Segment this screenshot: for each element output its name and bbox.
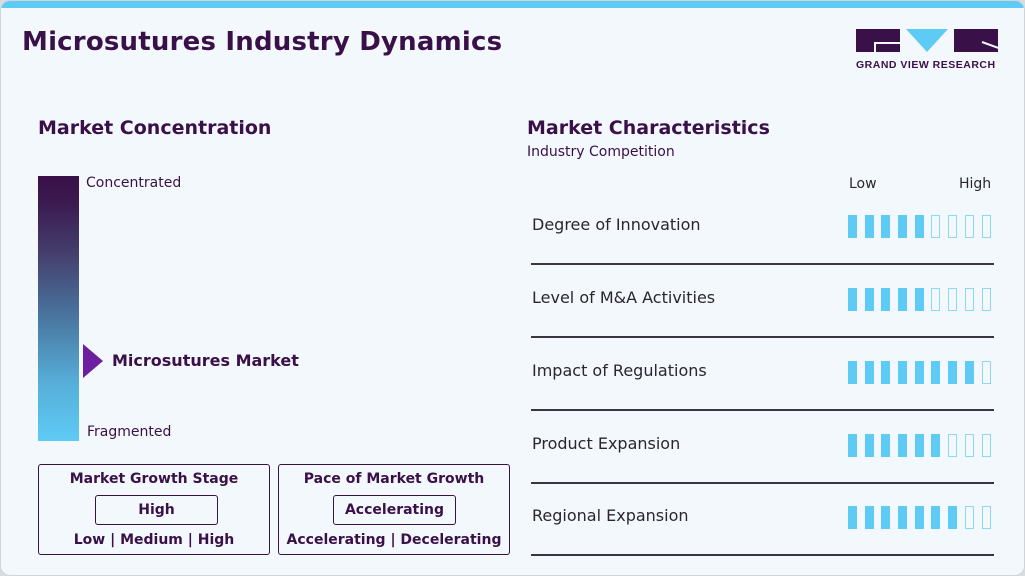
rating-segment-filled-icon [848,288,857,311]
logo-text: GRAND VIEW RESEARCH [856,59,996,71]
growth-stage-scale: Low | Medium | High [73,532,235,548]
rating-segment-empty-icon [981,215,991,238]
characteristic-rating-meter [848,506,991,529]
rating-segment-filled-icon [881,361,891,384]
industry-competition-subtitle: Industry Competition [527,144,675,160]
rating-segment-empty-icon [964,434,974,457]
characteristic-row: Impact of Regulations [531,361,994,434]
rating-segment-filled-icon [881,215,891,238]
row-divider [531,482,994,484]
characteristic-row: Regional Expansion [531,506,994,575]
rating-segment-filled-icon [931,434,941,457]
logo-r-mark-icon [954,29,998,52]
scale-low-label: Low [849,176,877,192]
rating-segment-filled-icon [948,506,958,529]
characteristic-rating-meter [848,288,991,311]
rating-segment-filled-icon [848,434,857,457]
pace-of-market-growth-box: Pace of Market Growth Accelerating Accel… [278,464,510,555]
growth-pace-scale: Accelerating | Decelerating [286,532,502,548]
characteristic-rating-meter [848,361,991,384]
rating-segment-filled-icon [864,288,874,311]
characteristic-label: Product Expansion [532,434,681,453]
rating-segment-empty-icon [964,506,974,529]
characteristic-label: Regional Expansion [532,506,689,525]
rating-segment-filled-icon [864,361,874,384]
growth-stage-title: Market Growth Stage [69,471,239,487]
characteristic-label: Degree of Innovation [532,215,701,234]
logo-icon [856,29,998,52]
rating-segment-filled-icon [914,434,924,457]
logo-v-mark-icon [906,29,948,52]
page-title: Microsutures Industry Dynamics [22,27,503,57]
rating-segment-filled-icon [881,434,891,457]
rating-segment-empty-icon [964,288,974,311]
rating-segment-filled-icon [914,361,924,384]
characteristic-label: Impact of Regulations [532,361,707,380]
rating-segment-empty-icon [948,434,958,457]
characteristic-rating-meter [848,215,991,238]
rating-segment-filled-icon [898,215,908,238]
market-position-pointer-icon [83,344,103,378]
top-accent-bar [1,1,1024,8]
market-characteristics-title: Market Characteristics [527,117,770,139]
rating-segment-filled-icon [898,434,908,457]
rating-segment-empty-icon [964,215,974,238]
characteristic-row: Product Expansion [531,434,994,507]
row-divider [531,409,994,411]
rating-segment-filled-icon [948,361,958,384]
scale-high-label: High [959,176,992,192]
rating-segment-filled-icon [898,506,908,529]
fragmented-label: Fragmented [87,424,172,440]
rating-segment-filled-icon [898,361,908,384]
characteristic-row: Level of M&A Activities [531,288,994,361]
rating-segment-filled-icon [914,215,924,238]
rating-segment-filled-icon [964,361,974,384]
rating-segment-filled-icon [848,506,857,529]
rating-segment-empty-icon [981,506,991,529]
rating-segment-empty-icon [981,434,991,457]
rating-segment-filled-icon [931,361,941,384]
logo-g-mark-icon [856,29,900,52]
rating-segment-empty-icon [981,361,991,384]
characteristic-rating-meter [848,434,991,457]
rating-segment-filled-icon [848,361,857,384]
growth-stage-value: High [95,495,218,525]
row-divider [531,336,994,338]
concentrated-label: Concentrated [86,175,182,191]
rating-segment-empty-icon [948,288,958,311]
market-growth-stage-box: Market Growth Stage High Low | Medium | … [38,464,270,555]
market-position-label: Microsutures Market [112,351,299,370]
row-divider [531,263,994,265]
rating-segment-empty-icon [931,288,941,311]
characteristic-label: Level of M&A Activities [532,288,716,307]
concentration-gradient-bar [38,176,79,441]
growth-pace-title: Pace of Market Growth [303,471,485,487]
grand-view-research-logo: GRAND VIEW RESEARCH [856,29,998,73]
rating-segment-filled-icon [864,506,874,529]
rating-segment-empty-icon [981,288,991,311]
rating-segment-filled-icon [914,506,924,529]
growth-pace-value: Accelerating [333,495,456,525]
rating-segment-filled-icon [898,288,908,311]
rating-segment-filled-icon [864,215,874,238]
rating-segment-filled-icon [881,506,891,529]
rating-segment-filled-icon [864,434,874,457]
row-divider [531,554,994,556]
rating-segment-filled-icon [931,506,941,529]
rating-segment-empty-icon [931,215,941,238]
market-concentration-title: Market Concentration [38,117,272,139]
rating-segment-filled-icon [914,288,924,311]
rating-segment-filled-icon [881,288,891,311]
rating-segment-empty-icon [948,215,958,238]
characteristic-row: Degree of Innovation [531,215,994,288]
rating-segment-filled-icon [848,215,857,238]
